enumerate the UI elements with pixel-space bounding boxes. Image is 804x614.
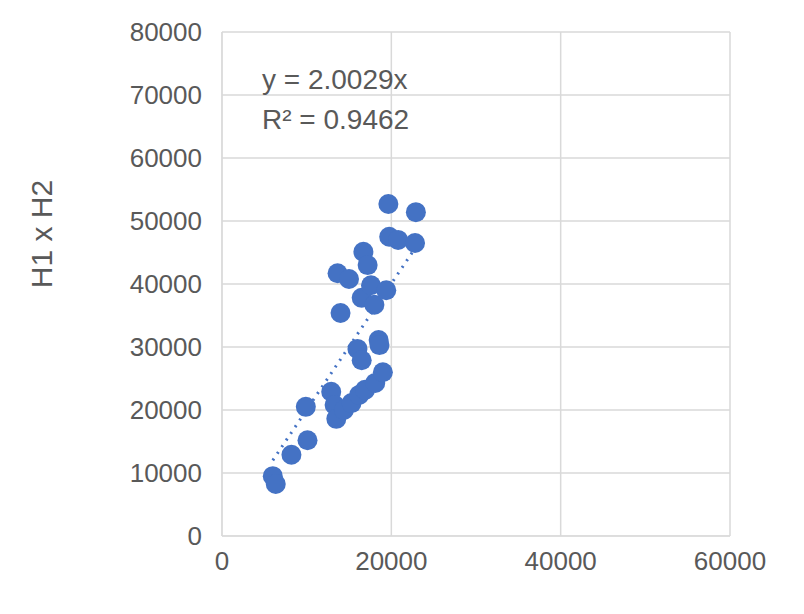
svg-text:0: 0 [188,521,202,551]
html-text:H1 x H2: H1 x H2 [25,179,58,289]
svg-text:0: 0 [215,546,229,576]
svg-text:70000: 70000 [130,80,202,110]
svg-text:10000: 10000 [130,458,202,488]
html-text:y = 2.0029x: y = 2.0029x [262,64,408,95]
svg-text:60000: 60000 [130,143,202,173]
svg-text:50000: 50000 [130,206,202,236]
html-text:R² = 0.9462: R² = 0.9462 [262,104,410,135]
svg-text:20000: 20000 [130,395,202,425]
svg-text:30000: 30000 [130,332,202,362]
svg-text:20000: 20000 [355,546,427,576]
svg-text:60000: 60000 [694,546,766,576]
svg-text:40000: 40000 [130,269,202,299]
svg-text:80000: 80000 [130,17,202,47]
svg-text:40000: 40000 [525,546,597,576]
